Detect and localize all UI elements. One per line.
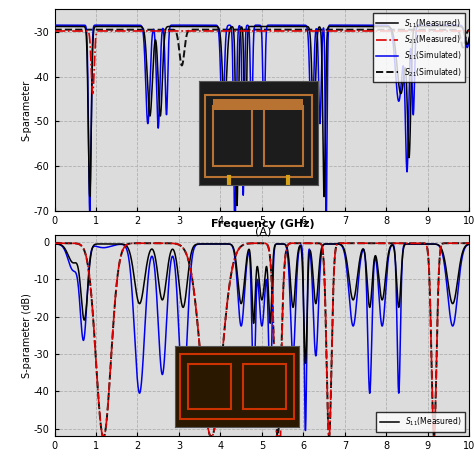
Bar [188, 364, 231, 409]
Text: Frequency (GHz): Frequency (GHz) [211, 219, 315, 229]
Text: (A): (A) [255, 227, 271, 237]
Legend: $S_{11}$(Measured), $S_{21}$(Measured), $S_{11}$(Simulated), $S_{21}$(Simulated): $S_{11}$(Measured), $S_{21}$(Measured), … [373, 13, 465, 82]
Bar [243, 364, 286, 409]
Bar [213, 100, 303, 110]
Legend: $S_{11}$(Measured): $S_{11}$(Measured) [376, 412, 465, 432]
Bar [205, 95, 311, 176]
Y-axis label: S-parameter: S-parameter [21, 80, 31, 141]
Bar [213, 106, 252, 166]
Bar [180, 354, 294, 419]
Bar [264, 106, 303, 166]
Y-axis label: S-parameter (dB): S-parameter (dB) [22, 293, 32, 378]
